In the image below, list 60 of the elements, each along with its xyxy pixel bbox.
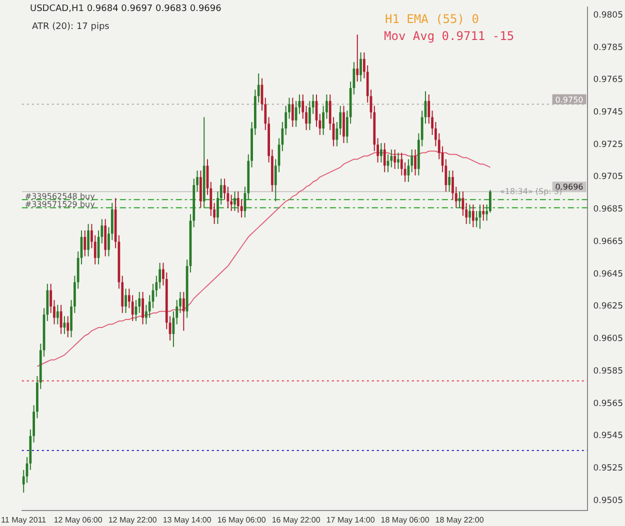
y-tick-label: 0.9585 [593,366,624,376]
x-tick-label: 18 May 06:00 [380,515,430,524]
x-tick-label: 11 May 2011 [1,515,47,524]
candlestick [390,149,393,168]
x-tick-label: 12 May 22:00 [108,515,158,524]
chart-title: USDCAD,H1 0.9684 0.9697 0.9683 0.9696 [30,4,222,14]
candlestick [482,204,485,222]
y-tick-label: 0.9785 [593,42,624,53]
x-tick-label: 17 May 14:00 [326,515,376,524]
y-tick-label: 0.9525 [593,464,624,474]
candlestick [84,230,86,257]
y-tick-label: 0.9805 [593,10,624,20]
candlestick [66,316,70,338]
y-tick-label: 0.9745 [593,107,624,118]
candlestick [397,152,400,170]
x-tick-label: 12 May 06:00 [54,515,103,524]
candlestick [356,34,359,82]
y-tick-label: 0.9685 [593,204,624,215]
candlestick [458,191,461,208]
y-tick-label: 0.9545 [593,431,624,442]
candlestick [240,199,243,218]
x-tick-label: 13 May 14:00 [162,515,212,524]
candlestick [182,291,185,332]
candlestick [302,94,304,120]
y-tick-label: 0.9505 [593,496,624,506]
ref-line-label: #339571529 buy [24,200,96,209]
candlestick [380,142,382,163]
candlestick [428,94,430,124]
annotation: H1 EMA (55) 0 [385,12,479,26]
candlestick [124,288,127,314]
x-tick-label: 18 May 22:00 [435,515,484,524]
y-tick-label: 0.9725 [593,140,624,150]
x-tick-label: 16 May 22:00 [272,515,321,524]
candlestick [142,291,144,325]
candlestick [236,191,240,214]
y-tick-label: 0.9645 [593,269,624,280]
candlestick [414,149,416,176]
candlestick [94,234,96,265]
annotation: Mov Avg 0.9711 -15 [384,29,514,43]
y-tick-label: 0.9705 [593,172,624,182]
y-tick-label: 0.9605 [593,334,624,344]
y-tick-label: 0.9765 [593,75,624,86]
y-tick-label: 0.9665 [593,236,624,247]
candlestick [56,304,59,325]
ref-line-label: 0.9750 [555,95,584,104]
candlestick [360,52,362,82]
candlestick [234,191,236,212]
candlestick [468,204,471,224]
candlestick [448,170,451,192]
y-tick-label: 0.9565 [593,398,624,409]
ref-line-label: #339562548 buy [24,192,96,201]
x-tick-label: 16 May 06:00 [217,515,266,524]
y-tick-label: 0.9625 [593,302,624,312]
candlestick [383,142,386,173]
candlestick [291,97,294,128]
candlestick [472,204,474,228]
candlestick [87,223,90,257]
annotation: ATR (20): 17 pips [32,22,110,32]
candlestick [131,294,134,322]
candlestick [394,149,396,170]
